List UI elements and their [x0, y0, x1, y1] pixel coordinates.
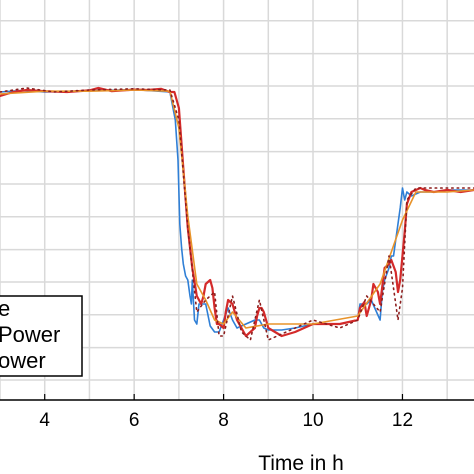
legend-box: [0, 295, 83, 377]
legend-entry-1: e: [0, 296, 10, 321]
series-group: [0, 86, 474, 341]
x-tick-label: 12: [392, 410, 413, 431]
x-tick-label: 6: [129, 410, 140, 431]
x-tick-label: 10: [302, 410, 323, 431]
series-line-4: [0, 87, 474, 341]
x-ticks: 4 6 8 10 12: [39, 394, 413, 431]
legend-entry-2: Power: [0, 322, 60, 347]
legend-entry-3: ower: [0, 348, 46, 373]
grid: [0, 0, 474, 400]
x-tick-label: 8: [218, 410, 229, 431]
legend: e Power ower: [0, 295, 83, 377]
x-axis-label: Time in h: [258, 452, 344, 474]
series-line-3: [0, 89, 474, 329]
x-tick-label: 4: [39, 410, 50, 431]
